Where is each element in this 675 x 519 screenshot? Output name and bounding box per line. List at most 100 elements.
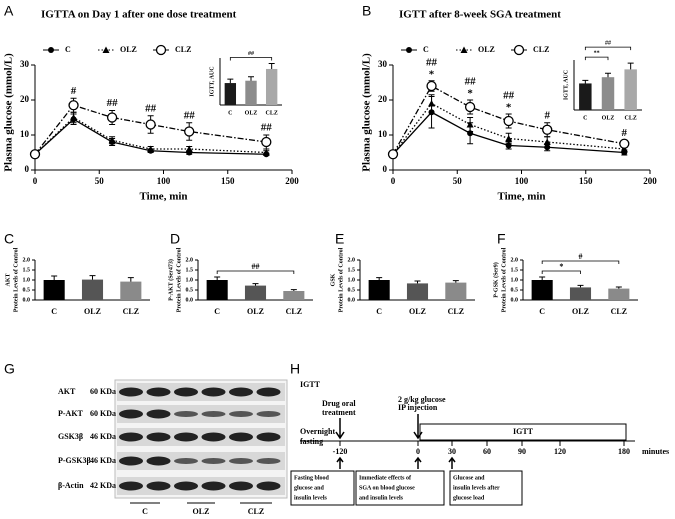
blot-size-label: 42 KDa xyxy=(90,481,116,490)
y-tick-label: 10 xyxy=(20,129,30,139)
series-line xyxy=(34,104,267,155)
marker xyxy=(261,136,272,148)
marker xyxy=(503,115,514,127)
bar xyxy=(601,77,615,110)
y-tick-label: 1.0 xyxy=(511,277,519,283)
marker xyxy=(262,149,270,156)
annotation: ## xyxy=(503,90,515,102)
blot-band xyxy=(119,409,143,419)
fasting-label: Overnight xyxy=(300,427,335,436)
x-tick-label: C xyxy=(228,110,232,116)
marker xyxy=(387,149,399,160)
blot-band xyxy=(174,432,198,442)
blot-band xyxy=(201,411,226,417)
blot-band xyxy=(201,387,226,397)
marker xyxy=(428,100,436,107)
y-tick-label: 0.5 xyxy=(348,287,356,293)
x-tick-label: OLZ xyxy=(602,115,615,121)
chart-title: IGTTA on Day 1 after one dose treatment xyxy=(41,9,237,21)
marker xyxy=(464,101,476,113)
timeline-tick-label: 30 xyxy=(448,447,456,456)
legend-label: CLZ xyxy=(533,45,549,54)
blot-row-label: GSK3β xyxy=(58,432,83,441)
y-tick-label: 0.0 xyxy=(511,297,519,303)
y-tick-label: 10 xyxy=(378,129,388,139)
significance-label: ## xyxy=(248,51,254,57)
blot-band xyxy=(256,432,281,442)
x-tick-label: CLZ xyxy=(448,307,464,316)
y-axis-label: GSK xyxy=(330,273,336,286)
y-tick-label: 0.0 xyxy=(348,297,356,303)
y-tick-label: 1.5 xyxy=(348,267,356,273)
blot-band xyxy=(119,481,143,491)
error-bar xyxy=(248,76,254,81)
blot-band xyxy=(256,411,281,417)
error-bar xyxy=(227,78,234,84)
timeline-tick-label: 60 xyxy=(483,447,491,456)
arrow xyxy=(448,456,456,469)
series-line xyxy=(392,85,625,155)
marker xyxy=(145,119,156,130)
x-tick-label: 0 xyxy=(33,176,38,186)
x-tick-label: CLZ xyxy=(265,110,277,116)
timeline-unit: minutes xyxy=(642,447,669,456)
blot-strip xyxy=(117,405,285,423)
injection-label: IP injection xyxy=(398,403,438,412)
legend-label: OLZ xyxy=(120,45,137,54)
y-tick-label: 1.5 xyxy=(511,267,519,273)
blot-band xyxy=(201,432,226,442)
drug-label: treatment xyxy=(322,408,356,417)
blot-band xyxy=(146,481,171,491)
significance-label: ** xyxy=(594,51,600,57)
error-bar xyxy=(51,275,58,280)
marker xyxy=(70,114,78,121)
note-box xyxy=(290,470,355,506)
annotation: ## xyxy=(107,97,119,109)
series-line xyxy=(392,102,625,155)
bar xyxy=(368,280,390,300)
bar xyxy=(206,280,228,300)
annotation: ## xyxy=(184,109,196,121)
x-tick-label: OLZ xyxy=(247,307,264,316)
blot-band xyxy=(229,411,253,417)
annotation: # xyxy=(622,127,628,139)
x-tick-label: CLZ xyxy=(286,307,302,316)
fasting-label: fasting xyxy=(300,437,323,446)
blot-group-label: OLZ xyxy=(193,507,210,516)
bar xyxy=(445,282,467,300)
series-line xyxy=(34,118,267,155)
y-tick-label: 1.0 xyxy=(348,277,356,283)
y-tick-label: 0.0 xyxy=(23,297,31,303)
x-tick-label: 200 xyxy=(643,176,657,186)
blot-band xyxy=(201,481,226,491)
bar xyxy=(624,69,637,110)
x-tick-label: 50 xyxy=(453,176,463,186)
legend-marker xyxy=(102,46,110,53)
blot-size-label: 60 KDa xyxy=(90,409,116,418)
x-tick-label: 50 xyxy=(95,176,105,186)
panel-letter: C xyxy=(4,231,14,247)
y-tick-label: 1.5 xyxy=(23,267,31,273)
x-tick-label: C xyxy=(583,115,587,121)
error-bar xyxy=(376,277,383,280)
timeline-tick-label: -120 xyxy=(333,447,348,456)
error-bar xyxy=(252,283,259,286)
timeline-tick-label: 180 xyxy=(618,447,630,456)
blot-band xyxy=(146,387,171,397)
blot-band xyxy=(229,481,253,491)
arrow xyxy=(414,456,422,469)
marker xyxy=(108,136,116,144)
legend-marker xyxy=(513,44,525,56)
y-axis-label: P-AKT (Ser473) xyxy=(167,259,174,301)
blot-band xyxy=(256,481,281,491)
annotation: * xyxy=(467,88,473,100)
note-box xyxy=(449,470,523,506)
x-tick-label: 150 xyxy=(221,176,235,186)
significance-bracket xyxy=(229,57,273,61)
blot-size-label: 60 KDa xyxy=(90,387,116,396)
x-tick-label: 100 xyxy=(157,176,171,186)
legend-label: CLZ xyxy=(175,45,191,54)
marker xyxy=(106,112,118,123)
annotation: * xyxy=(506,102,512,114)
bar xyxy=(244,285,267,300)
